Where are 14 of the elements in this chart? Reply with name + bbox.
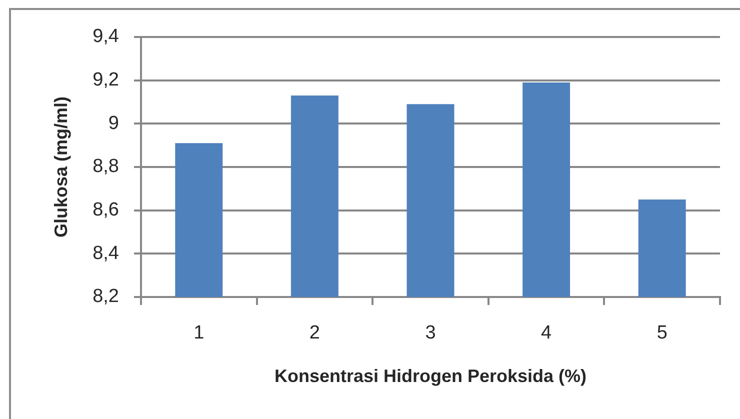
y-tick-label: 8,6 (92, 200, 119, 221)
x-tick-label: 3 (425, 322, 436, 344)
y-tick-label: 9,2 (92, 70, 119, 91)
y-tick-label: 9 (108, 112, 119, 134)
x-tick-label: 5 (656, 322, 668, 344)
y-axis-title: Glukosa (mg/ml) (50, 96, 71, 238)
y-tick-label: 8,4 (92, 242, 120, 264)
x-tick-label: 4 (541, 322, 552, 344)
x-tick-label: 2 (309, 322, 320, 344)
x-axis-title: Konsentrasi Hidrogen Peroksida (%) (274, 366, 587, 386)
x-tick-label: 1 (194, 322, 204, 344)
y-tick-label: 9,4 (92, 26, 120, 48)
y-tick-label: 8,8 (92, 156, 119, 178)
y-tick-label: 8,2 (92, 286, 119, 308)
